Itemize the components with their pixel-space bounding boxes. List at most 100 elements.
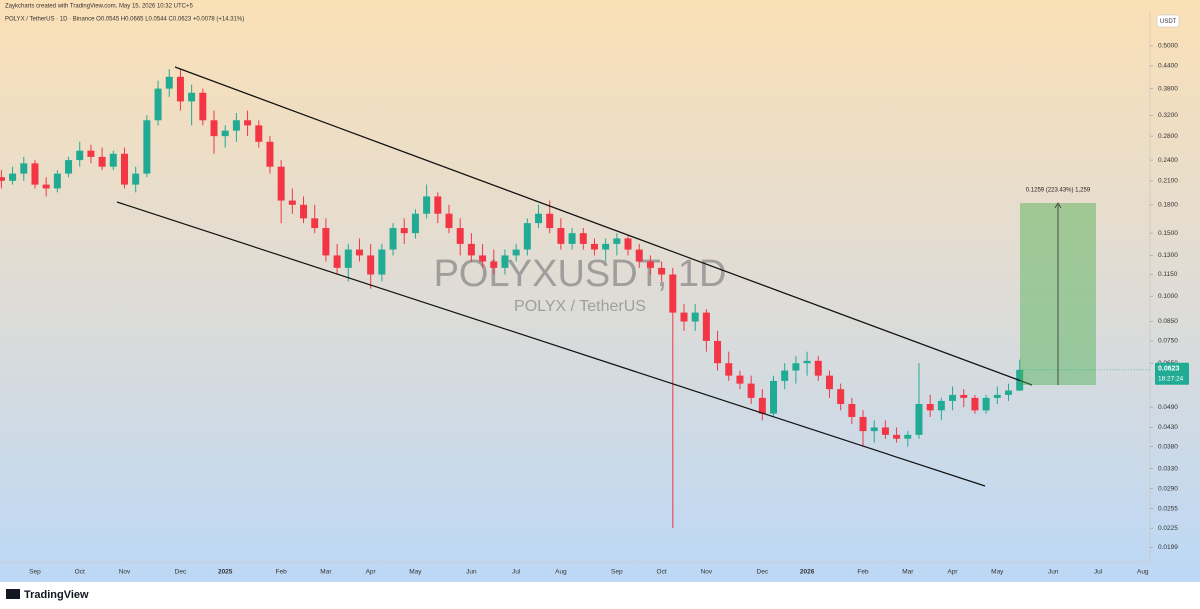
candle-body — [288, 200, 296, 205]
candle-body — [781, 370, 789, 381]
candle-body — [949, 394, 957, 401]
x-tick-label: 2026 — [800, 569, 815, 576]
x-tick-label: Nov — [701, 569, 713, 576]
y-tick-label: 0.1300 — [1158, 252, 1178, 259]
y-tick-label: 0.3800 — [1158, 85, 1178, 92]
y-tick-label: 0.0199 — [1158, 544, 1178, 551]
candle-body — [53, 173, 61, 189]
logo-mark — [6, 589, 20, 599]
candle-body — [98, 156, 106, 167]
candle-body — [109, 153, 117, 167]
candle-body — [613, 238, 621, 244]
candle-body — [434, 196, 442, 214]
y-tick-label: 0.0225 — [1158, 525, 1178, 532]
y-tick-label: 0.2800 — [1158, 133, 1178, 140]
candle-body — [635, 249, 643, 262]
candle-body — [747, 383, 755, 398]
candle-body — [445, 213, 453, 229]
candle-body — [669, 274, 677, 313]
y-tick-label: 0.0750 — [1158, 338, 1178, 345]
countdown-label: 18:27:24 — [1158, 376, 1184, 383]
x-tick-label: Sep — [29, 569, 41, 576]
x-tick-label: Oct — [657, 569, 667, 576]
candles — [0, 69, 1024, 529]
x-tick-label: Dec — [175, 569, 187, 576]
candle-body — [266, 141, 274, 167]
target-arrow-head — [1054, 202, 1062, 209]
candle-body — [792, 363, 800, 371]
candle-body — [176, 76, 184, 102]
candle-body — [926, 403, 934, 411]
y-tick-label: 0.0380 — [1158, 443, 1178, 450]
candle-body — [322, 228, 330, 256]
candle-body — [154, 88, 162, 121]
x-tick-label: Jun — [466, 569, 477, 576]
y-tick-label: 0.1800 — [1158, 202, 1178, 209]
y-tick-label: 0.1000 — [1158, 293, 1178, 300]
y-tick-label: 0.0290 — [1158, 485, 1178, 492]
x-tick-label: Aug — [1137, 569, 1149, 576]
candle-body — [0, 177, 5, 181]
x-tick-label: Mar — [320, 569, 332, 576]
candle-body — [579, 233, 587, 244]
x-tick-label: May — [409, 569, 422, 576]
candle-body — [411, 213, 419, 234]
currency-label: USDT — [1160, 19, 1177, 25]
x-tick-label: Mar — [902, 569, 914, 576]
candle-body — [255, 125, 263, 142]
x-tick-label: Jul — [512, 569, 521, 576]
candle-body — [602, 243, 610, 250]
candle-body — [333, 255, 341, 268]
candle-body — [132, 173, 140, 185]
candle-body — [400, 228, 408, 234]
candle-body — [893, 434, 901, 439]
y-tick-label: 0.2100 — [1158, 178, 1178, 185]
candle-body — [456, 228, 464, 244]
candle-body — [31, 163, 39, 185]
x-tick-label: Nov — [119, 569, 131, 576]
candle-body — [423, 196, 431, 214]
candle-body — [825, 375, 833, 390]
x-tick-label: Apr — [947, 569, 958, 576]
candle-body — [881, 427, 889, 435]
candle-body — [9, 173, 17, 181]
candle-body — [188, 92, 196, 102]
y-tick-label: 0.3200 — [1158, 112, 1178, 119]
candle-body — [87, 150, 95, 157]
candle-body — [680, 312, 688, 322]
candle-body — [467, 243, 475, 256]
candle-body — [199, 92, 207, 121]
candle-body — [859, 416, 867, 432]
candle-body — [758, 397, 766, 414]
target-label: 0.1259 (223.43%) 1,259 — [1026, 188, 1091, 194]
y-tick-label: 0.4400 — [1158, 63, 1178, 70]
candle-body — [65, 160, 73, 174]
candle-body — [244, 120, 252, 126]
x-tick-label: Apr — [366, 569, 377, 576]
y-tick-label: 0.0850 — [1158, 318, 1178, 325]
x-tick-label: Oct — [75, 569, 85, 576]
candle-body — [960, 394, 968, 398]
y-tick-label: 0.1500 — [1158, 230, 1178, 237]
footer — [0, 582, 1200, 609]
last-price-badge — [1155, 362, 1189, 385]
candle-body — [300, 204, 308, 219]
candle-body — [367, 255, 375, 275]
upper-trendline — [174, 66, 1033, 386]
candle-body — [479, 255, 487, 262]
candle-body — [120, 153, 128, 185]
x-tick-label: Jun — [1048, 569, 1059, 576]
candle-body — [904, 434, 912, 439]
candle-body — [355, 249, 363, 256]
x-tick-label: Sep — [611, 569, 623, 576]
candle-body — [344, 249, 352, 268]
candle-body — [143, 120, 151, 174]
candle-body — [714, 340, 722, 364]
candle-body — [993, 394, 1001, 398]
y-tick-label: 0.0255 — [1158, 505, 1178, 512]
candle-body — [490, 261, 498, 268]
candle-body — [590, 243, 598, 250]
candle-body — [210, 120, 218, 137]
